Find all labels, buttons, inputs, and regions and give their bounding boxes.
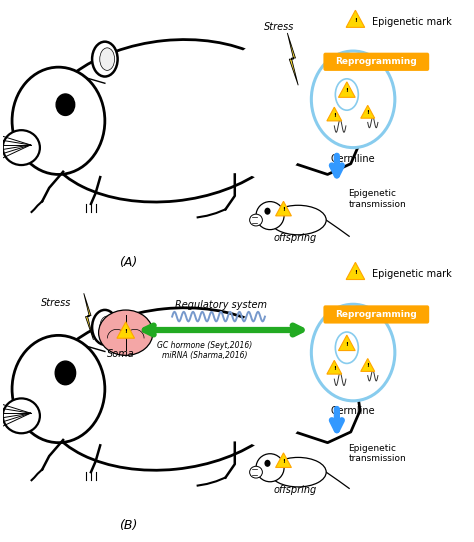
Ellipse shape	[99, 310, 153, 356]
Ellipse shape	[100, 48, 115, 70]
Text: Reprogramming: Reprogramming	[336, 57, 417, 66]
Text: !: !	[124, 329, 127, 334]
Text: !: !	[333, 113, 336, 118]
Ellipse shape	[3, 130, 40, 165]
Text: Germline: Germline	[331, 154, 375, 164]
Text: !: !	[346, 341, 348, 346]
Text: !: !	[282, 207, 285, 212]
Ellipse shape	[40, 40, 300, 202]
Polygon shape	[275, 201, 292, 216]
Polygon shape	[275, 453, 292, 467]
Ellipse shape	[335, 79, 358, 110]
Text: (A): (A)	[119, 256, 137, 269]
Text: Epigenetic mark: Epigenetic mark	[372, 269, 451, 279]
FancyBboxPatch shape	[323, 305, 429, 324]
Text: Epigenetic
transmission: Epigenetic transmission	[348, 190, 406, 209]
Ellipse shape	[12, 67, 105, 175]
Text: Epigenetic
transmission: Epigenetic transmission	[348, 444, 406, 463]
Ellipse shape	[250, 214, 263, 226]
Text: !: !	[354, 18, 357, 23]
Text: (B): (B)	[119, 519, 137, 532]
Text: offspring: offspring	[273, 485, 317, 495]
Ellipse shape	[335, 332, 358, 363]
Polygon shape	[361, 105, 374, 118]
Ellipse shape	[221, 308, 314, 448]
Ellipse shape	[221, 40, 314, 180]
Polygon shape	[117, 322, 135, 338]
Polygon shape	[327, 107, 342, 121]
Text: Regulatory system: Regulatory system	[175, 300, 267, 311]
Circle shape	[311, 51, 395, 147]
Circle shape	[55, 361, 76, 385]
Text: !: !	[282, 459, 285, 464]
Ellipse shape	[92, 42, 118, 76]
Text: GC hormone (Seyt,2016)
miRNA (Sharma,2016): GC hormone (Seyt,2016) miRNA (Sharma,201…	[157, 341, 252, 360]
Ellipse shape	[100, 316, 115, 339]
Ellipse shape	[92, 310, 118, 345]
Polygon shape	[361, 358, 374, 371]
Text: !: !	[354, 270, 357, 275]
Text: !: !	[346, 88, 348, 93]
Text: Stress: Stress	[41, 298, 71, 308]
Text: !: !	[366, 364, 369, 369]
Ellipse shape	[270, 457, 326, 487]
Text: !: !	[333, 366, 336, 371]
Ellipse shape	[256, 454, 284, 482]
Text: Epigenetic mark: Epigenetic mark	[372, 17, 451, 27]
Ellipse shape	[40, 308, 300, 470]
Ellipse shape	[270, 205, 326, 235]
Ellipse shape	[250, 466, 263, 478]
Text: Germline: Germline	[331, 406, 375, 416]
Polygon shape	[346, 10, 365, 28]
Circle shape	[56, 94, 75, 115]
Polygon shape	[287, 33, 298, 85]
Text: Stress: Stress	[264, 22, 294, 32]
Circle shape	[311, 304, 395, 401]
Ellipse shape	[3, 398, 40, 433]
Text: Soma: Soma	[107, 349, 135, 359]
Polygon shape	[346, 262, 365, 280]
Circle shape	[264, 460, 271, 467]
Text: offspring: offspring	[273, 233, 317, 243]
Polygon shape	[84, 293, 93, 340]
Polygon shape	[338, 335, 355, 351]
Text: Reprogramming: Reprogramming	[336, 310, 417, 319]
Ellipse shape	[12, 335, 105, 443]
Polygon shape	[338, 82, 355, 98]
Ellipse shape	[256, 202, 284, 230]
Polygon shape	[327, 360, 342, 374]
FancyBboxPatch shape	[323, 53, 429, 71]
Circle shape	[264, 208, 271, 215]
Text: !: !	[366, 110, 369, 115]
